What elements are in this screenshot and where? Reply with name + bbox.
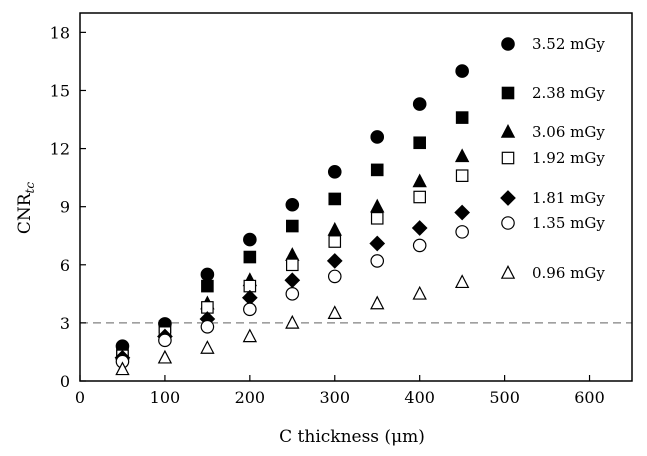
legend-marker xyxy=(500,190,516,206)
data-point xyxy=(369,235,386,252)
data-point xyxy=(326,253,343,269)
legend-marker xyxy=(501,37,515,51)
data-point xyxy=(157,349,173,364)
data-point xyxy=(285,287,300,301)
data-points xyxy=(114,64,471,376)
data-point xyxy=(370,198,385,213)
y-tick-label: 0 xyxy=(60,372,70,391)
legend-label: 2.38 mGy xyxy=(532,84,605,102)
data-point xyxy=(328,235,342,248)
data-point xyxy=(200,267,215,282)
y-tick-label: 6 xyxy=(60,256,70,275)
data-point xyxy=(286,219,299,233)
data-point xyxy=(412,173,427,188)
data-point xyxy=(370,163,384,177)
data-point xyxy=(413,190,426,204)
plot-frame xyxy=(79,12,633,382)
x-axis-title: C thickness (μm) xyxy=(279,427,425,447)
x-tick-label: 600 xyxy=(574,388,605,407)
data-point xyxy=(285,197,300,212)
legend-entry: 1.92 mGy xyxy=(501,149,605,167)
y-axis-title: CNRtc xyxy=(15,182,37,235)
y-tick-label: 9 xyxy=(60,198,70,217)
data-point xyxy=(327,165,342,179)
data-point xyxy=(242,328,258,343)
x-tick-label: 100 xyxy=(150,388,181,407)
series-1-35-mgy xyxy=(115,225,469,369)
data-point xyxy=(411,220,428,236)
data-point xyxy=(285,314,300,329)
legend-marker xyxy=(501,151,515,165)
data-point xyxy=(370,254,385,268)
legend-marker xyxy=(500,265,516,279)
data-point xyxy=(454,204,471,221)
data-point xyxy=(327,305,342,320)
x-tick-label: 300 xyxy=(319,388,350,407)
data-point xyxy=(243,302,257,317)
data-point xyxy=(454,148,470,163)
legend-label: 1.81 mGy xyxy=(532,189,605,207)
y-tick-label: 3 xyxy=(60,314,70,333)
data-point xyxy=(455,64,469,78)
series-3-52-mgy xyxy=(115,64,469,353)
data-point xyxy=(370,212,384,225)
data-point xyxy=(370,295,385,310)
data-point xyxy=(327,221,342,236)
legend-label: 1.35 mGy xyxy=(532,214,605,232)
data-point xyxy=(201,279,214,293)
data-point xyxy=(455,111,469,124)
legend-label: 3.52 mGy xyxy=(532,35,605,53)
data-point xyxy=(455,225,469,239)
data-point xyxy=(413,136,426,150)
legend-entry: 1.35 mGy xyxy=(501,214,605,232)
legend-label: 1.92 mGy xyxy=(532,149,605,167)
legend-entry: 2.38 mGy xyxy=(501,84,605,102)
data-point xyxy=(200,340,215,354)
legend-entry: 3.06 mGy xyxy=(500,123,605,141)
axes xyxy=(79,12,633,382)
x-tick-label: 200 xyxy=(235,388,266,407)
data-point xyxy=(412,285,427,300)
data-point xyxy=(327,269,342,284)
legend-marker xyxy=(500,124,516,138)
legend-entry: 3.52 mGy xyxy=(501,35,605,53)
x-tick-label: 500 xyxy=(489,388,520,407)
y-axis-title-subscript: tc xyxy=(23,182,37,194)
series-0-96-mgy xyxy=(115,274,470,376)
data-point xyxy=(158,333,172,348)
data-point xyxy=(286,258,299,272)
legend-marker xyxy=(501,86,515,100)
y-tick-label: 12 xyxy=(50,140,70,159)
legend: 3.52 mGy 2.38 mGy 3.06 mGy 1.92 mGy 1.81 mGy… xyxy=(500,35,605,282)
x-tick-label: 400 xyxy=(404,388,435,407)
y-tick-label: 15 xyxy=(50,81,70,100)
legend-label: 3.06 mGy xyxy=(532,123,605,141)
data-point xyxy=(284,272,301,289)
data-point xyxy=(243,250,257,264)
x-tick-label: 0 xyxy=(75,388,85,407)
legend-label: 0.96 mGy xyxy=(532,264,605,282)
legend-entry: 1.81 mGy xyxy=(500,189,605,207)
data-point xyxy=(328,192,342,206)
data-point xyxy=(243,232,257,247)
data-point xyxy=(455,169,469,182)
data-point xyxy=(454,274,470,289)
data-point xyxy=(412,97,427,111)
y-axis-title-main: CNR xyxy=(15,192,35,234)
legend-marker xyxy=(501,216,515,230)
y-tick-label: 18 xyxy=(50,23,70,42)
data-point xyxy=(412,238,427,253)
data-point xyxy=(370,130,385,144)
ticks: 0 100 200 300 400 500 600 0 3 6 9 12 15 18 xyxy=(50,23,605,407)
data-point xyxy=(115,361,130,376)
legend-entry: 0.96 mGy xyxy=(500,264,605,282)
data-point xyxy=(200,319,215,334)
